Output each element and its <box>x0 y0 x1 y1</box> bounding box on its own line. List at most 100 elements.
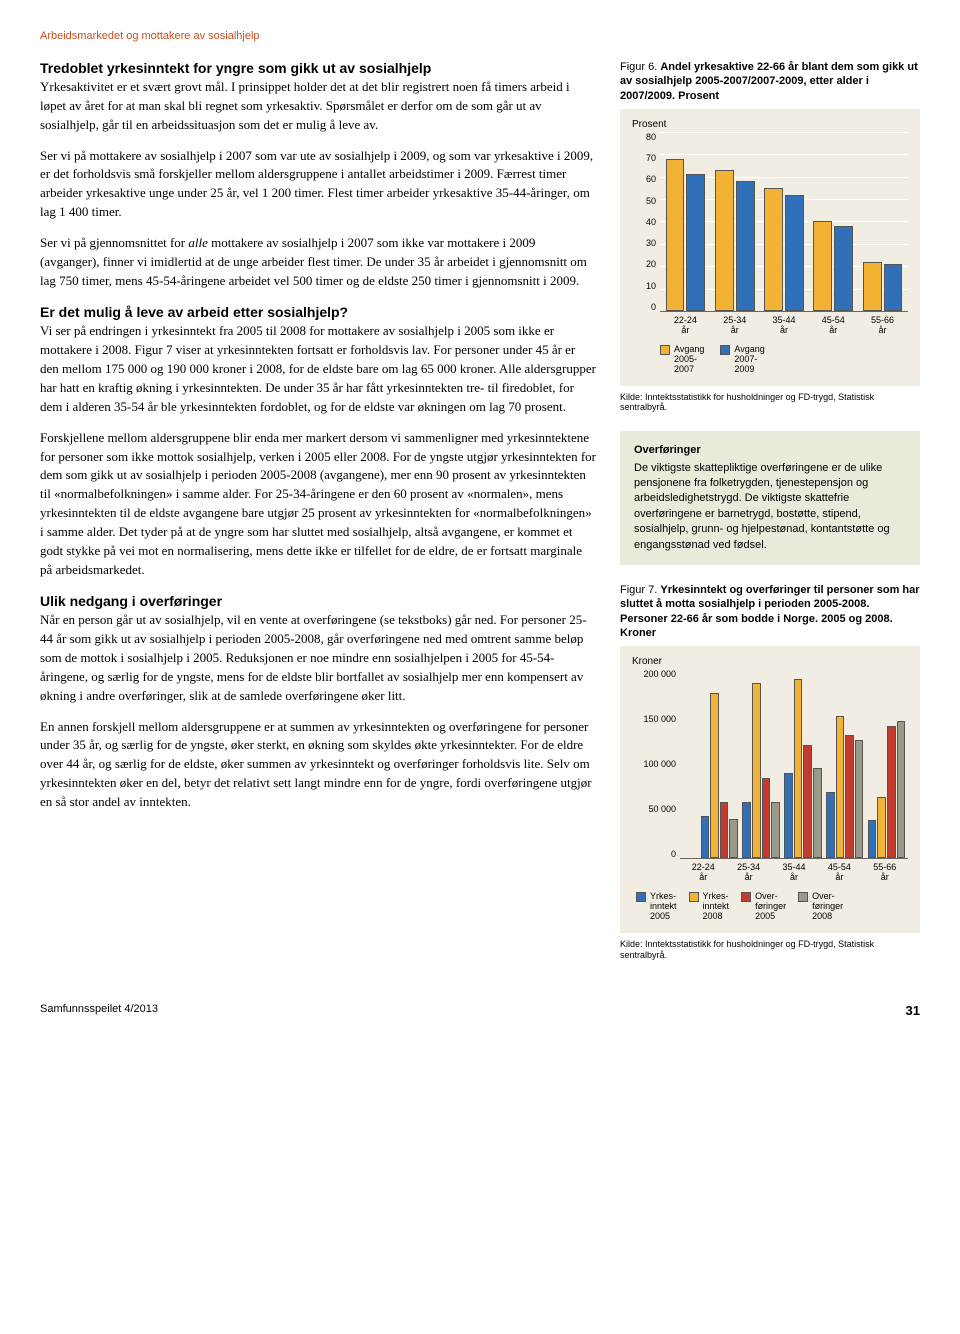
bar <box>868 820 877 858</box>
legend-label: Yrkes-inntekt2005 <box>650 891 677 921</box>
bar-group <box>784 669 821 858</box>
legend-item: Yrkes-inntekt2008 <box>689 891 730 921</box>
bar <box>855 740 864 858</box>
legend-item: Avgang2007-2009 <box>720 344 764 374</box>
bar <box>813 768 822 858</box>
bar-group <box>666 132 706 311</box>
para-3: Ser vi på gjennomsnittet for alle mottak… <box>40 234 596 291</box>
legend-swatch <box>798 892 808 902</box>
footer-left: Samfunnsspeilet 4/2013 <box>40 1003 158 1018</box>
legend-swatch <box>741 892 751 902</box>
figure6-chart: Prosent8070605040302010022-24år25-34år35… <box>620 109 920 386</box>
legend-swatch <box>636 892 646 902</box>
heading-3: Ulik nedgang i overføringer <box>40 593 596 609</box>
heading-1: Tredoblet yrkesinntekt for yngre som gik… <box>40 60 596 76</box>
chart-y-label: Prosent <box>632 119 908 130</box>
y-tick: 80 <box>632 132 656 142</box>
bar-group <box>764 132 804 311</box>
bar <box>897 721 906 858</box>
figure6-prefix: Figur 6. <box>620 61 660 73</box>
bar <box>686 174 705 310</box>
figure6-caption-bold: Andel yrkesaktive 22-66 år blant dem som… <box>620 61 918 102</box>
para-7: En annen forskjell mellom aldersgruppene… <box>40 718 596 812</box>
bar-group <box>813 132 853 311</box>
sidebar: Figur 6. Andel yrkesaktive 22-66 år blan… <box>620 60 920 979</box>
page-footer: Samfunnsspeilet 4/2013 31 <box>40 1003 920 1018</box>
y-tick: 40 <box>632 217 656 227</box>
para-3-italic: alle <box>188 235 208 250</box>
bar <box>845 735 854 858</box>
y-tick: 60 <box>632 174 656 184</box>
y-tick: 50 <box>632 196 656 206</box>
legend-item: Over-føringer2008 <box>798 891 843 921</box>
bar <box>752 683 761 858</box>
y-tick: 10 <box>632 281 656 291</box>
legend-swatch <box>660 345 670 355</box>
legend-label: Avgang2007-2009 <box>734 344 764 374</box>
y-tick: 100 000 <box>632 759 676 769</box>
legend-item: Over-føringer2005 <box>741 891 786 921</box>
x-tick: 45-54år <box>819 863 860 883</box>
y-tick: 20 <box>632 259 656 269</box>
x-tick: 35-44år <box>774 863 815 883</box>
info-box-title: Overføringer <box>634 443 906 458</box>
x-tick: 45-54år <box>813 316 853 336</box>
legend-swatch <box>689 892 699 902</box>
x-tick: 25-34år <box>728 863 769 883</box>
para-3a: Ser vi på gjennomsnittet for <box>40 235 188 250</box>
legend: Yrkes-inntekt2005 Yrkes-inntekt2008 Over-f… <box>636 891 908 921</box>
x-tick: 55-66år <box>864 863 905 883</box>
figure7-chart: Kroner200 000150 000100 00050 000022-24å… <box>620 646 920 933</box>
bar <box>771 802 780 859</box>
y-tick: 50 000 <box>632 804 676 814</box>
y-tick: 30 <box>632 238 656 248</box>
legend-swatch <box>720 345 730 355</box>
bar <box>764 188 783 311</box>
main-column: Tredoblet yrkesinntekt for yngre som gik… <box>40 60 596 979</box>
bar-group <box>742 669 779 858</box>
page-number: 31 <box>906 1003 920 1018</box>
bar <box>785 195 804 311</box>
bar <box>834 226 853 311</box>
bar <box>742 802 751 859</box>
bar <box>710 693 719 858</box>
legend-label: Over-føringer2005 <box>755 891 786 921</box>
x-tick: 22-24år <box>666 316 706 336</box>
bar <box>863 262 882 311</box>
figure7-caption: Figur 7. Yrkesinntekt og overføringer ti… <box>620 583 920 640</box>
bar <box>715 170 734 311</box>
bar <box>762 778 771 858</box>
bar-group <box>826 669 863 858</box>
bar <box>813 221 832 311</box>
legend-label: Over-føringer2008 <box>812 891 843 921</box>
para-4: Vi ser på endringen i yrkesinntekt fra 2… <box>40 322 596 416</box>
bar <box>784 773 793 858</box>
figure7-source: Kilde: Inntektsstatistikk for husholdnin… <box>620 939 920 961</box>
bar <box>887 726 896 858</box>
content: Tredoblet yrkesinntekt for yngre som gik… <box>40 60 920 979</box>
bar <box>720 802 729 859</box>
bar <box>736 181 755 311</box>
legend-label: Avgang2005-2007 <box>674 344 704 374</box>
y-tick: 70 <box>632 153 656 163</box>
info-box: Overføringer De viktigste skattepliktige… <box>620 431 920 565</box>
y-tick: 0 <box>632 849 676 859</box>
x-tick: 22-24år <box>683 863 724 883</box>
y-tick: 150 000 <box>632 714 676 724</box>
legend: Avgang2005-2007 Avgang2007-2009 <box>660 344 908 374</box>
x-tick: 35-44år <box>764 316 804 336</box>
para-5: Forskjellene mellom aldersgruppene blir … <box>40 429 596 580</box>
legend-item: Avgang2005-2007 <box>660 344 704 374</box>
bar <box>877 797 886 858</box>
bar-group <box>863 132 903 311</box>
bar-group <box>868 669 905 858</box>
bar <box>794 679 803 859</box>
bar <box>826 792 835 858</box>
bar <box>666 159 685 311</box>
chart-y-label: Kroner <box>632 656 908 667</box>
para-6: Når en person går ut av sosialhjelp, vil… <box>40 611 596 705</box>
bar <box>836 716 845 858</box>
legend-item: Yrkes-inntekt2005 <box>636 891 677 921</box>
figure6-source: Kilde: Inntektsstatistikk for husholdnin… <box>620 392 920 414</box>
x-tick: 25-34år <box>715 316 755 336</box>
